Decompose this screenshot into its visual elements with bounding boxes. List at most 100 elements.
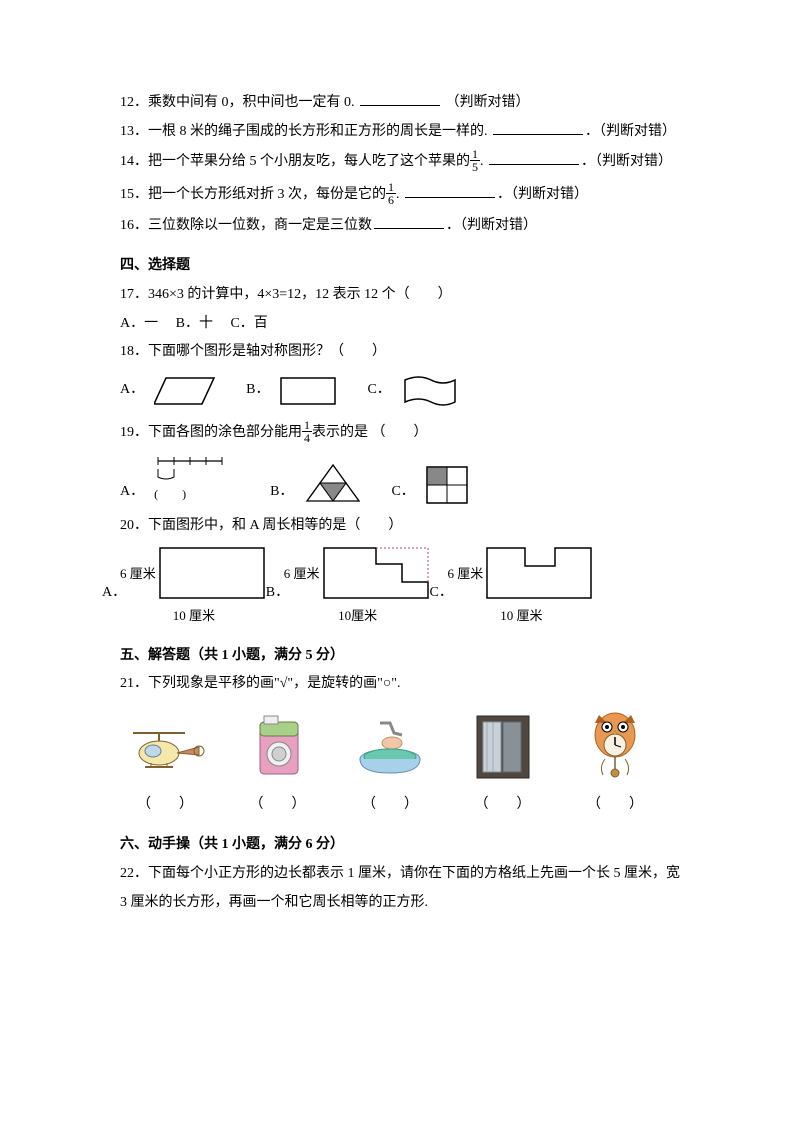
q22-line2: 3 厘米的长方形，再画一个和它周长相等的正方形.: [120, 890, 683, 917]
q18-shape-b-rectangle[interactable]: [279, 374, 339, 408]
q20-c-height: 6 厘米: [448, 562, 484, 587]
washing-machine-icon: [238, 712, 318, 782]
q15-num: 15．: [120, 187, 148, 202]
q16-judge: ．（判断对错）: [446, 218, 537, 233]
q19-label-a: A．: [120, 479, 144, 506]
q18-num: 18．: [120, 344, 148, 359]
q12-num: 12．: [120, 95, 148, 110]
q21-item-3: （ ）: [345, 712, 435, 819]
q12-text: 乘数中间有 0，积中间也一定有 0.: [148, 95, 355, 110]
q15-blank[interactable]: [405, 184, 495, 198]
q20-label-b: B．: [266, 580, 289, 607]
q14-text2: .: [480, 154, 484, 169]
q13-num: 13．: [120, 124, 148, 139]
q19-shape-b-triangle[interactable]: [303, 461, 363, 505]
q15-text1: 把一个长方形纸对折 3 次，每份是它的: [148, 187, 386, 202]
q20-b-width: 10厘米: [338, 604, 377, 629]
q21-blank-1[interactable]: （ ）: [137, 792, 193, 819]
q20-b-height: 6 厘米: [284, 562, 320, 587]
q16-num: 16．: [120, 218, 148, 233]
q20-options: 6 厘米 A． 10 厘米 6 厘米 B． 10厘米 6 厘米 C． 10 厘米: [120, 546, 683, 629]
q19-text2: 表示的是 （ ）: [312, 425, 428, 440]
q18-options: A． B． C．: [120, 372, 683, 410]
q13-text: 一根 8 米的绳子围成的长方形和正方形的周长是一样的.: [148, 124, 488, 139]
q20-c-width: 10 厘米: [500, 604, 542, 629]
q17-opt-c[interactable]: C．百: [230, 316, 267, 331]
q21-blank-4[interactable]: （ ）: [475, 792, 531, 819]
q12-judge: （判断对错）: [446, 95, 530, 110]
q21-item-4: （ ）: [458, 712, 548, 819]
q22-line1: 22．下面每个小正方形的边长都表示 1 厘米，请你在下面的方格纸上先画一个长 5…: [120, 861, 683, 888]
helicopter-icon: [125, 712, 205, 782]
q15-frac: 16: [386, 181, 396, 206]
q20-label-c: C．: [430, 580, 453, 607]
elevator-icon: [463, 712, 543, 782]
q18-label-a: A．: [120, 377, 144, 404]
q21-images: （ ） （ ） （ ）: [120, 712, 660, 819]
q19-frac: 14: [302, 419, 312, 444]
q17-options: A．一 B．十 C．百: [120, 311, 683, 338]
q20-label-a: A．: [102, 580, 126, 607]
section6-title: 六、动手操（共 1 小题，满分 6 分）: [120, 832, 683, 859]
section4-title: 四、选择题: [120, 253, 683, 280]
q20-text: 下面图形中，和 A 周长相等的是（ ）: [148, 518, 402, 533]
q21: 21．下列现象是平移的画"√"，是旋转的画"○".: [120, 671, 683, 698]
q15-text2: .: [396, 187, 400, 202]
q16: 16．三位数除以一位数，商一定是三位数 ．（判断对错）: [120, 213, 683, 240]
q19-options: A． ( ) B． C．: [120, 455, 683, 506]
q21-num: 21．: [120, 676, 148, 691]
q17-opt-a[interactable]: A．一: [120, 316, 158, 331]
wash-basin-icon: [350, 712, 430, 782]
q17-text: 346×3 的计算中，4×3=12，12 表示 12 个（ ）: [148, 287, 452, 302]
q14-blank[interactable]: [489, 151, 579, 165]
q12: 12．乘数中间有 0，积中间也一定有 0. （判断对错）: [120, 90, 683, 117]
q21-item-1: （ ）: [120, 712, 210, 819]
q19-num: 19．: [120, 425, 148, 440]
q19-shape-a[interactable]: ( ): [154, 455, 226, 506]
q14-text1: 把一个苹果分给 5 个小朋友吃，每人吃了这个苹果的: [148, 154, 470, 169]
q19-text1: 下面各图的涂色部分能用: [148, 425, 302, 440]
q22-num: 22．: [120, 866, 148, 881]
q18-label-b: B．: [246, 377, 269, 404]
q21-blank-2[interactable]: （ ）: [250, 792, 306, 819]
q19: 19．下面各图的涂色部分能用14表示的是 （ ）: [120, 418, 683, 449]
q15: 15．把一个长方形纸对折 3 次，每份是它的16. ．（判断对错）: [120, 180, 683, 211]
q13-blank[interactable]: [493, 121, 583, 135]
q16-text: 三位数除以一位数，商一定是三位数: [148, 218, 372, 233]
q16-blank[interactable]: [374, 215, 444, 229]
q20-a-width: 10 厘米: [173, 604, 215, 629]
q20: 20．下面图形中，和 A 周长相等的是（ ）: [120, 513, 683, 540]
q21-item-2: （ ）: [233, 712, 323, 819]
q18-text: 下面哪个图形是轴对称图形？（ ）: [148, 344, 386, 359]
q17-num: 17．: [120, 287, 148, 302]
q12-blank[interactable]: [360, 92, 440, 106]
q15-judge: ．（判断对错）: [497, 187, 588, 202]
q20-item-b[interactable]: 6 厘米 B． 10厘米: [284, 546, 432, 629]
q20-item-c[interactable]: 6 厘米 C． 10 厘米: [448, 546, 596, 629]
q18-label-c: C．: [367, 377, 390, 404]
q20-item-a[interactable]: 6 厘米 A． 10 厘米: [120, 546, 268, 629]
q21-text: 下列现象是平移的画"√"，是旋转的画"○".: [148, 676, 401, 691]
q13: 13．一根 8 米的绳子围成的长方形和正方形的周长是一样的. ．（判断对错）: [120, 119, 683, 146]
q21-blank-3[interactable]: （ ）: [362, 792, 418, 819]
q14-num: 14．: [120, 154, 148, 169]
q19-shape-c-grid[interactable]: [425, 465, 469, 505]
q22-text1: 下面每个小正方形的边长都表示 1 厘米，请你在下面的方格纸上先画一个长 5 厘米…: [148, 866, 680, 881]
section5-title: 五、解答题（共 1 小题，满分 5 分）: [120, 643, 683, 670]
q20-num: 20．: [120, 518, 148, 533]
q13-judge: ．（判断对错）: [585, 124, 676, 139]
q19-label-b: B．: [270, 479, 293, 506]
owl-clock-icon: [575, 712, 655, 782]
q14: 14．把一个苹果分给 5 个小朋友吃，每人吃了这个苹果的15. ．（判断对错）: [120, 147, 683, 178]
q19-a-paren: ( ): [154, 483, 186, 506]
q17: 17．346×3 的计算中，4×3=12，12 表示 12 个（ ）: [120, 282, 683, 309]
q18-shape-c-flag[interactable]: [401, 372, 461, 410]
q14-frac: 15: [470, 148, 480, 173]
q18: 18．下面哪个图形是轴对称图形？（ ）: [120, 339, 683, 366]
q21-blank-5[interactable]: （ ）: [587, 792, 643, 819]
q18-shape-a-parallelogram[interactable]: [154, 374, 218, 408]
q17-opt-b[interactable]: B．十: [176, 316, 213, 331]
q21-item-5: （ ）: [570, 712, 660, 819]
q14-judge: ．（判断对错）: [581, 154, 672, 169]
q19-label-c: C．: [391, 479, 414, 506]
